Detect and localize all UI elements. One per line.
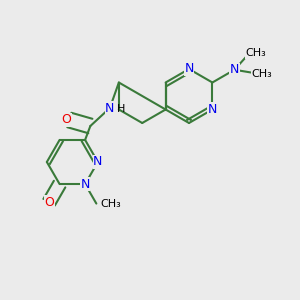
- Text: N: N: [105, 101, 115, 115]
- Text: N: N: [230, 63, 239, 76]
- Text: N: N: [93, 155, 103, 169]
- Text: CH₃: CH₃: [101, 199, 122, 208]
- Text: N: N: [80, 178, 90, 190]
- Text: O: O: [61, 113, 71, 127]
- Text: O: O: [44, 196, 54, 209]
- Text: N: N: [208, 103, 217, 116]
- Text: N: N: [184, 62, 194, 76]
- Text: CH₃: CH₃: [251, 69, 272, 79]
- Text: H: H: [116, 104, 125, 115]
- Text: CH₃: CH₃: [245, 48, 266, 58]
